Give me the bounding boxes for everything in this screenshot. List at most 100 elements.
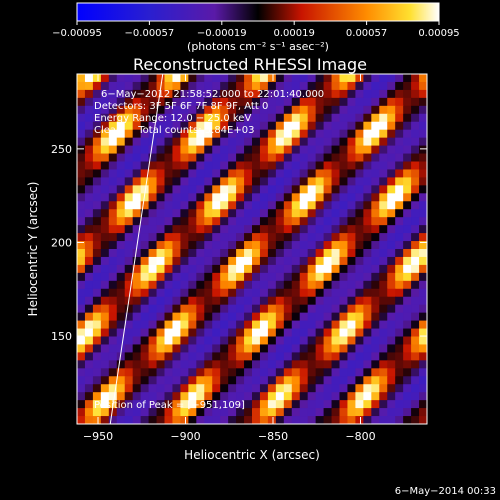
- heatmap-cell: [307, 272, 317, 282]
- heatmap-cell: [204, 89, 213, 99]
- heatmap-cell: [291, 272, 301, 282]
- heatmap-cell: [419, 320, 427, 330]
- heatmap-cell: [172, 97, 181, 107]
- heatmap-cell: [228, 74, 237, 83]
- heatmap-cell: [371, 113, 380, 123]
- heatmap-cell: [140, 113, 150, 123]
- heatmap-cell: [108, 344, 118, 353]
- heatmap-cell: [363, 217, 372, 226]
- heatmap-cell: [267, 105, 277, 115]
- heatmap-cell: [156, 177, 166, 186]
- heatmap-cell: [84, 368, 94, 377]
- heatmap-cell: [371, 288, 380, 298]
- heatmap-cell: [283, 288, 293, 298]
- heatmap-cell: [156, 145, 166, 155]
- heatmap-cell: [275, 256, 285, 266]
- heatmap-cell: [156, 105, 166, 115]
- heatmap-cell: [419, 81, 427, 91]
- heatmap-cell: [228, 193, 237, 202]
- heatmap-cell: [188, 256, 197, 266]
- heatmap-cell: [419, 113, 427, 123]
- heatmap-cell: [188, 376, 197, 385]
- heatmap-cell: [355, 392, 364, 401]
- heatmap-cell: [371, 249, 380, 258]
- heatmap-cell: [355, 129, 364, 139]
- heatmap-cell: [252, 177, 261, 186]
- heatmap-cell: [100, 296, 110, 306]
- heatmap-cell: [172, 105, 181, 115]
- heatmap-cell: [291, 121, 301, 131]
- heatmap-cell: [188, 384, 197, 393]
- heatmap-cell: [236, 137, 245, 147]
- heatmap-cell: [196, 129, 205, 139]
- heatmap-cell: [259, 153, 269, 163]
- heatmap-cell: [77, 185, 86, 194]
- heatmap-cell: [419, 249, 427, 258]
- heatmap-cell: [379, 105, 388, 115]
- heatmap-cell: [84, 360, 94, 369]
- heatmap-cell: [100, 145, 110, 155]
- heatmap-cell: [132, 81, 142, 91]
- heatmap-cell: [140, 344, 150, 353]
- heatmap-cell: [108, 272, 118, 282]
- heatmap-cell: [363, 392, 372, 401]
- heatmap-cell: [387, 97, 396, 107]
- heatmap-cell: [252, 137, 261, 147]
- heatmap-cell: [140, 296, 150, 306]
- heatmap-cell: [188, 416, 197, 424]
- heatmap-cell: [323, 74, 333, 83]
- heatmap-cell: [371, 201, 380, 210]
- heatmap-cell: [355, 161, 364, 171]
- heatmap-cell: [411, 193, 420, 202]
- heatmap-cell: [283, 376, 293, 385]
- heatmap-cell: [291, 296, 301, 306]
- heatmap-cell: [403, 113, 412, 123]
- heatmap-cell: [124, 185, 134, 194]
- heatmap-cell: [299, 225, 309, 234]
- heatmap-cell: [275, 137, 285, 147]
- heatmap-cell: [132, 320, 142, 330]
- heatmap-cell: [259, 81, 269, 91]
- heatmap-cell: [403, 185, 412, 194]
- heatmap-cell: [387, 153, 396, 163]
- heatmap-cell: [339, 360, 349, 369]
- heatmap-cell: [371, 145, 380, 155]
- heatmap-cell: [84, 201, 94, 210]
- heatmap-cell: [140, 416, 150, 424]
- heatmap-cell: [228, 129, 237, 139]
- heatmap-cell: [347, 312, 356, 322]
- heatmap-cell: [403, 209, 412, 218]
- heatmap-cell: [228, 233, 237, 242]
- heatmap-cell: [108, 89, 118, 99]
- heatmap-cell: [77, 320, 86, 330]
- heatmap-cell: [84, 97, 94, 107]
- heatmap-cell: [339, 153, 349, 163]
- heatmap-cell: [124, 336, 134, 346]
- heatmap-cell: [347, 344, 356, 353]
- heatmap-cell: [419, 105, 427, 115]
- heatmap-cell: [204, 193, 213, 202]
- heatmap-cell: [164, 344, 174, 353]
- heatmap-cell: [220, 304, 229, 314]
- heatmap-cell: [339, 256, 349, 266]
- heatmap-cell: [291, 81, 301, 91]
- heatmap-cell: [196, 304, 205, 314]
- heatmap-cell: [347, 169, 356, 178]
- heatmap-cell: [395, 193, 404, 202]
- heatmap-cell: [236, 352, 245, 361]
- heatmap-cell: [307, 169, 317, 178]
- heatmap-cell: [331, 185, 341, 194]
- heatmap-cell: [323, 137, 333, 147]
- heatmap-cell: [180, 121, 189, 131]
- heatmap-cell: [77, 81, 86, 91]
- heatmap-cell: [411, 201, 420, 210]
- heatmap-cell: [156, 233, 166, 242]
- heatmap-cell: [228, 296, 237, 306]
- heatmap-cell: [84, 233, 94, 242]
- heatmap-cell: [379, 280, 388, 290]
- heatmap-cell: [204, 74, 213, 83]
- heatmap-cell: [156, 320, 166, 330]
- heatmap-cell: [212, 249, 221, 258]
- heatmap-cell: [220, 360, 229, 369]
- heatmap-cell: [92, 113, 102, 123]
